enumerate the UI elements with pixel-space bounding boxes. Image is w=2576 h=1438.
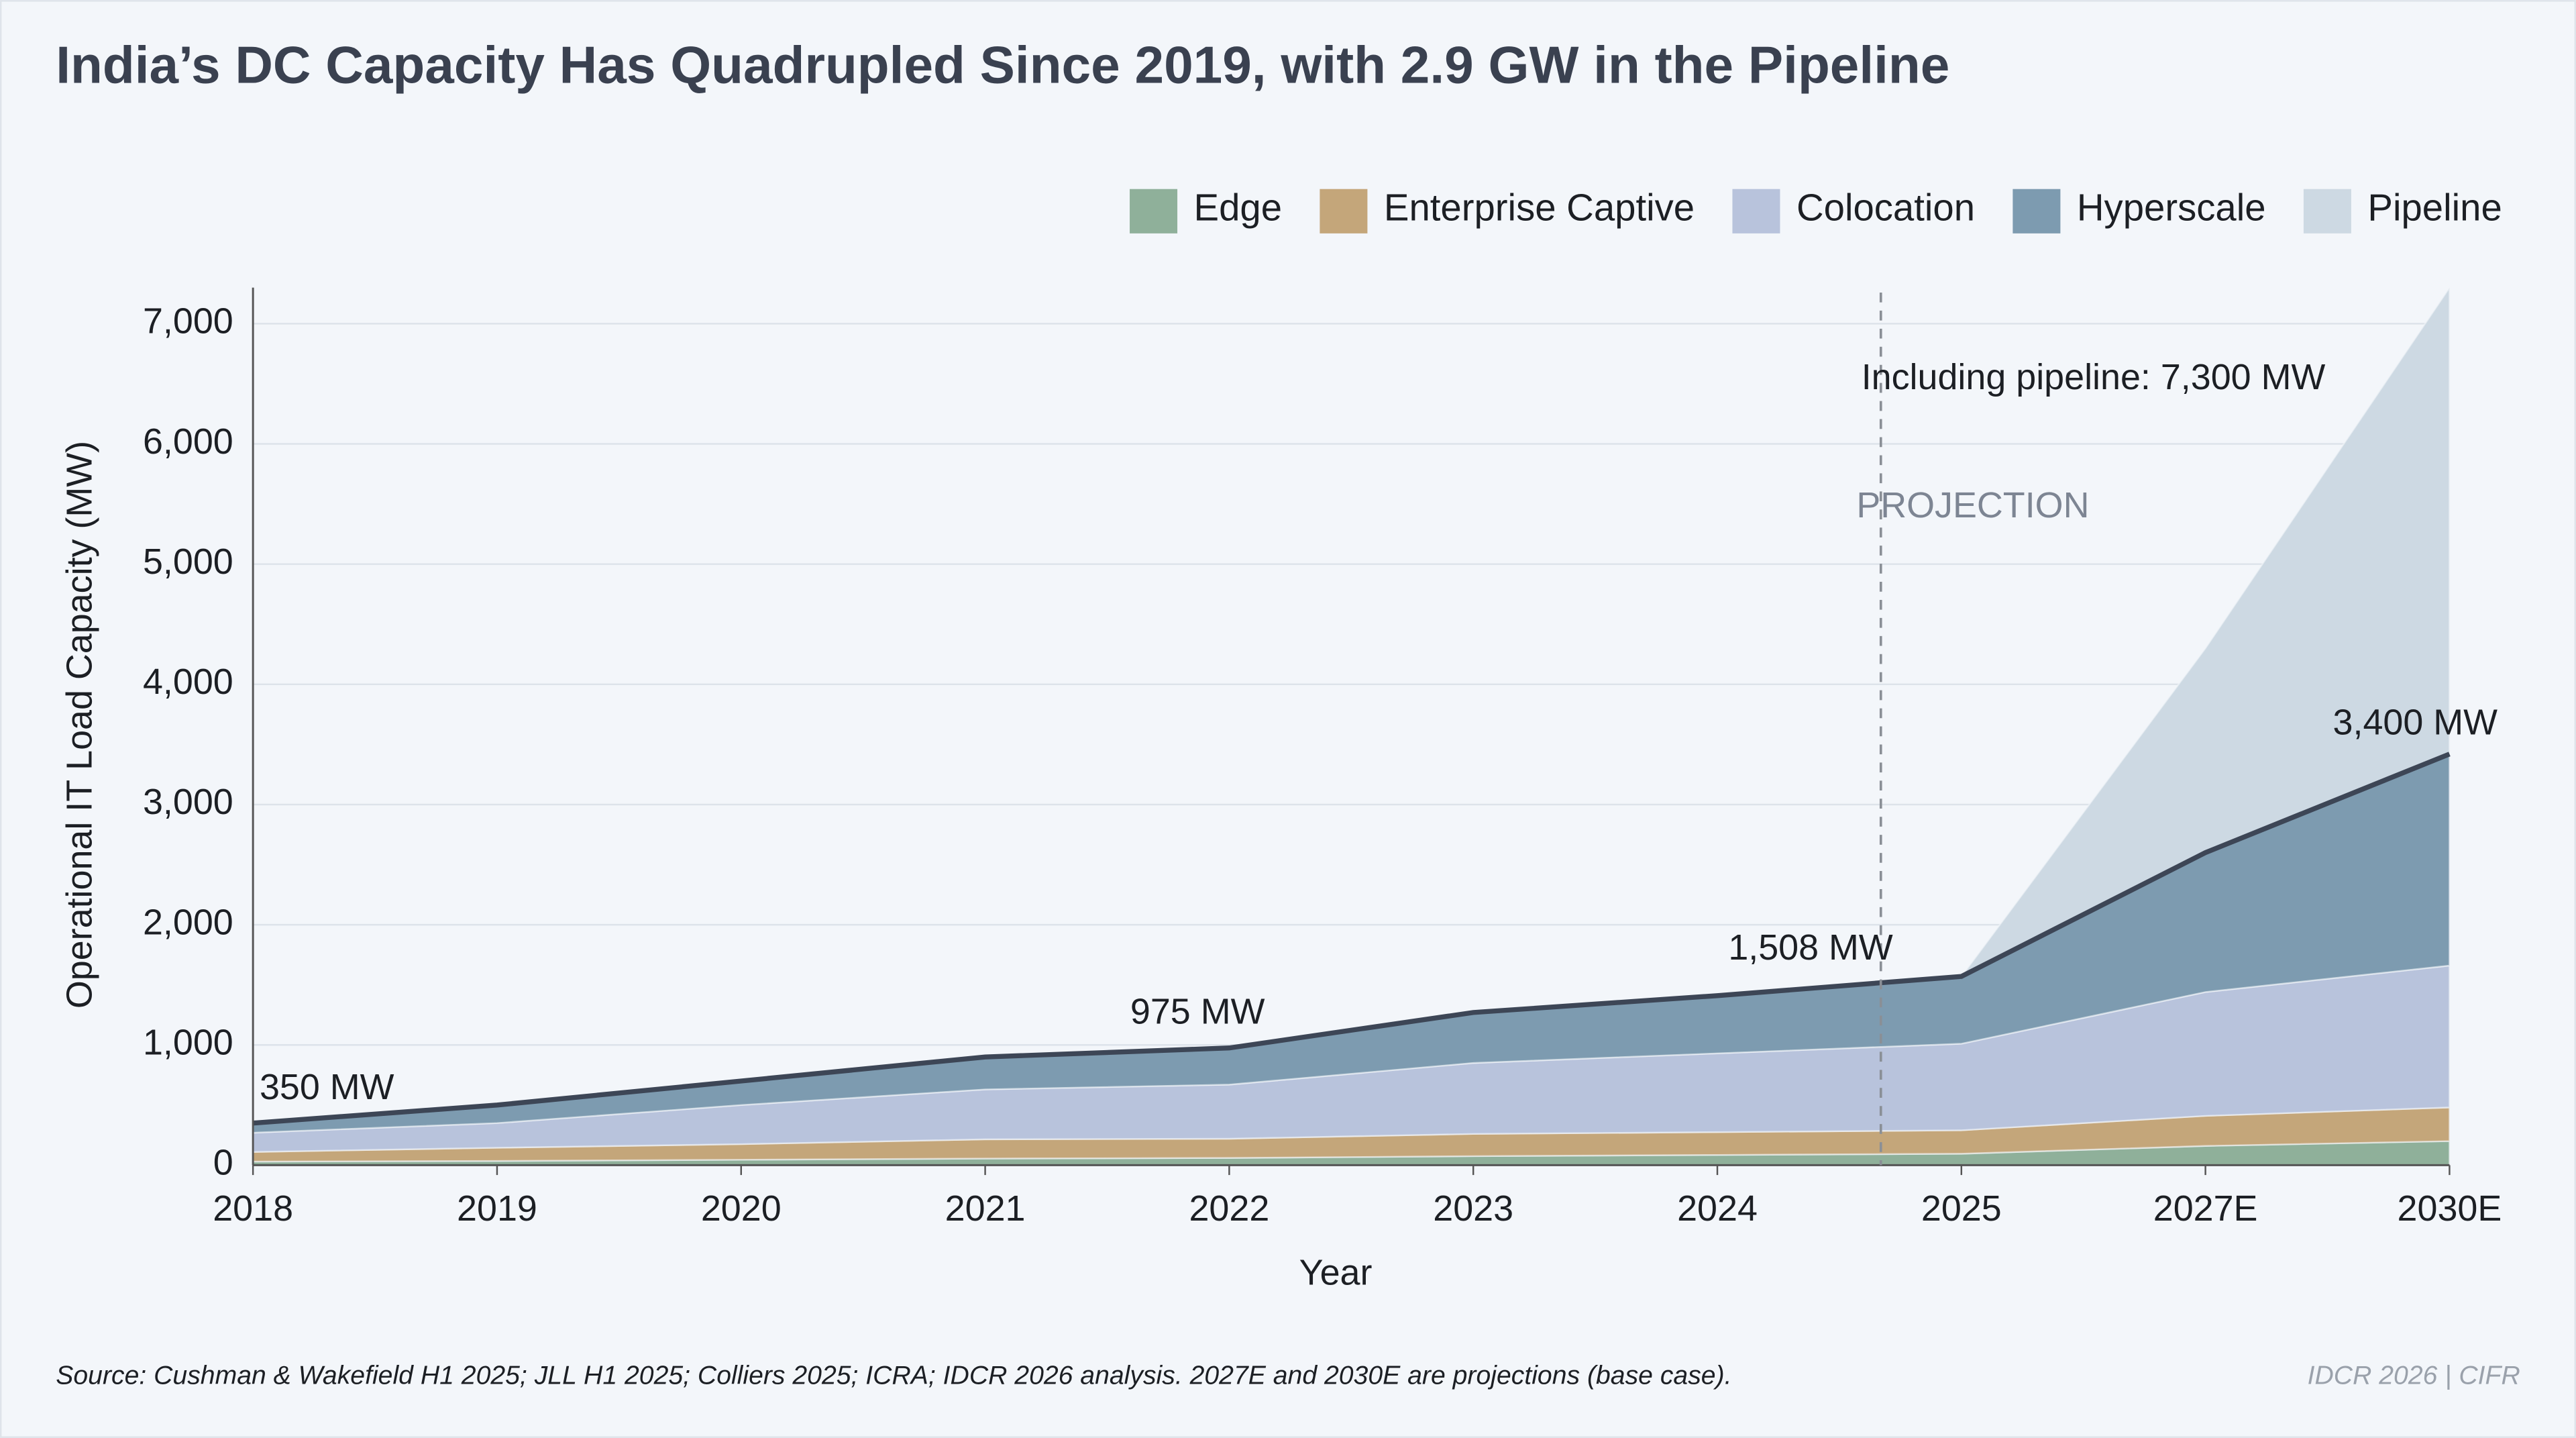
- chart-title: India’s DC Capacity Has Quadrupled Since…: [56, 36, 1949, 95]
- annotation: PROJECTION: [1856, 485, 2089, 525]
- legend-swatch: [1130, 189, 1178, 234]
- y-tick-label: 6,000: [143, 421, 233, 462]
- y-tick-label: 3,000: [143, 782, 233, 822]
- legend-label: Enterprise Captive: [1384, 186, 1695, 228]
- legend-label: Edge: [1194, 186, 1283, 228]
- annotation: 350 MW: [260, 1067, 394, 1107]
- legend-swatch: [1320, 189, 1368, 234]
- x-tick-label: 2019: [457, 1188, 537, 1229]
- x-tick-label: 2025: [1921, 1188, 2002, 1229]
- y-axis-title: Operational IT Load Capacity (MW): [60, 441, 100, 1009]
- x-axis-title: Year: [1299, 1253, 1373, 1293]
- total-line: [252, 752, 2451, 1126]
- x-tick-label: 2020: [701, 1188, 782, 1229]
- y-tick-label: 2,000: [143, 902, 233, 942]
- annotation: 3,400 MW: [2333, 702, 2498, 742]
- legend-label: Pipeline: [2367, 186, 2502, 228]
- y-tick-label: 7,000: [143, 301, 233, 342]
- y-tick-label: 4,000: [143, 662, 233, 702]
- x-tick-label: 2018: [213, 1188, 293, 1229]
- legend-label: Hyperscale: [2077, 186, 2266, 228]
- legend-label: Colocation: [1796, 186, 1975, 228]
- x-tick-label: 2022: [1189, 1188, 1269, 1229]
- legend-swatch: [2012, 189, 2061, 234]
- legend-swatch: [1732, 189, 1780, 234]
- x-tick-label: 2030E: [2398, 1188, 2502, 1229]
- x-tick-label: 2027E: [2153, 1188, 2258, 1229]
- credit: IDCR 2026 | CIFR: [2308, 1362, 2520, 1390]
- foreground: 0 1,000 2,000 3,000 4,000 5,000 6,000 7,000 2018…: [143, 287, 2502, 1229]
- y-tick-label: 0: [213, 1143, 233, 1183]
- annotation: Including pipeline: 7,300 MW: [1862, 357, 2326, 397]
- legend: Pipeline Hyperscale Colocation Enterprise C…: [1130, 186, 2502, 234]
- legend-swatch: [2303, 189, 2351, 234]
- annotation: 975 MW: [1130, 991, 1265, 1031]
- x-tick-label: 2023: [1433, 1188, 1513, 1229]
- x-tick-label: 2024: [1677, 1188, 1758, 1229]
- y-tick-label: 1,000: [143, 1022, 233, 1062]
- x-tick-label: 2021: [945, 1188, 1026, 1229]
- source-note: Source: Cushman & Wakefield H1 2025; JLL…: [56, 1362, 1731, 1390]
- y-tick-label: 5,000: [143, 542, 233, 582]
- annotation: 1,508 MW: [1728, 927, 1893, 968]
